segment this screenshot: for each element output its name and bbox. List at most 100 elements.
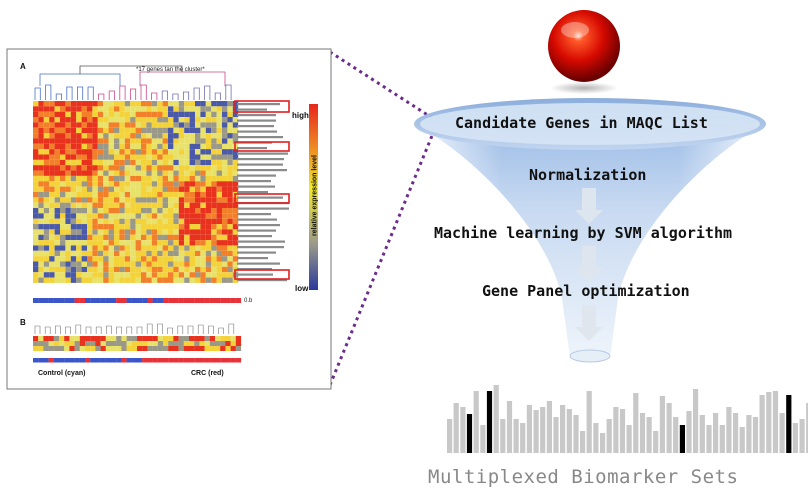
heatmap-cell [146,277,152,283]
heatmap-cell [168,175,174,182]
heatmap-cell [49,186,55,192]
heatmap-cell [114,256,120,262]
heatmap-cell [114,159,120,166]
panel-b-label: B [20,318,26,327]
heatmap-cell [54,277,60,283]
heatmap-cell [184,122,190,128]
heatmap-cell [108,208,114,214]
heatmap-cell [33,202,39,208]
heatmap-cell [211,117,217,123]
heatmap-cell [60,261,66,267]
heatmap-cell [211,111,217,118]
heatmap-cell [108,191,114,198]
heatmap-cell [87,272,93,278]
heatmap-cell [216,181,222,187]
heatmap-cell [130,154,136,160]
heatmap-cell [168,229,174,235]
heatmap-cell [81,186,87,192]
heatmap-cell [211,218,217,225]
heatmap-cell [87,138,93,144]
heatmap-cell [124,202,131,208]
heatmap-cell [60,234,66,241]
heatmap-cell [130,165,136,171]
heatmap-cell [141,240,147,246]
heatmap-cell [227,101,233,107]
heatmap-cell [141,202,147,208]
heatmap-cell [162,191,168,198]
heatmap-cell [195,272,201,278]
heatmap-cell [114,181,120,187]
heatmap-cell [65,261,71,267]
heatmap-cell [130,224,136,230]
heatmap-cell [87,170,93,176]
heatmap-cell [60,256,66,262]
heatmap-cell [124,240,131,246]
gene-label-line [237,185,275,188]
heatmap-cell [81,122,87,128]
funnel-step-svm: Machine learning by SVM algorithm [434,224,733,242]
heatmap-cell [130,170,136,176]
heatmap-cell [146,181,152,187]
heatmap-cell [162,149,168,155]
sphere-shadow [550,82,618,94]
heatmap-cell [189,261,195,267]
heatmap-cell [65,240,71,246]
heatmap-cell [146,106,152,112]
heatmap-cell [119,101,125,107]
heatmap-cell [49,181,55,187]
heatmap-cell [54,218,60,225]
heatmap-cell [103,186,109,192]
heatmap-cell [173,186,179,192]
heatmap-cell [222,229,228,235]
heatmap-cell [87,154,93,160]
heatmap-cell [81,191,87,198]
heatmap-cell [97,272,104,278]
heatmap-cell [178,218,185,225]
heatmap-cell [70,250,77,257]
heatmap-cell [92,256,98,262]
heatmap-cell [200,175,206,182]
heatmap-cell [92,272,98,278]
heatmap-cell [168,149,174,155]
heatmap-cell [103,261,109,267]
heatmap-cell [92,213,98,219]
heatmap-cell [54,234,60,241]
heatmap-cell [200,272,206,278]
heatmap-cell [76,175,82,182]
heatmap-cell [178,181,185,187]
heatmap-cell [49,218,55,225]
heatmap-cell [87,127,93,134]
heatmap-cell [60,154,66,160]
heatmap-cell [92,250,98,257]
heatmap-cell [130,218,136,225]
heatmap-cell [114,149,120,155]
heatmap-cell [60,101,66,107]
heatmap-cell [189,202,195,208]
heatmap-cell [114,191,120,198]
biomarker-bar [593,423,599,453]
heatmap-cell [76,138,82,144]
heatmap-cell [92,186,98,192]
heatmap-cell [227,213,233,219]
heatmap-cell [87,101,93,107]
sphere-highlight [561,22,589,38]
heatmap-cell [205,224,212,230]
heatmap-cell [76,224,82,230]
heatmap-cell [130,149,136,155]
biomarker-bar [613,407,619,453]
heatmap-cell [173,256,179,262]
heatmap-cell [81,127,87,134]
heatmap-cell [130,133,136,139]
heatmap-cell [205,266,212,273]
heatmap-cell [157,133,163,139]
heatmap-cell [146,159,152,166]
heatmap-cell [157,159,163,166]
heatmap-cell [189,159,195,166]
heatmap-cell [81,117,87,123]
heatmap-cell [146,240,152,246]
heatmap-cell [97,111,104,118]
heatmap-cell [216,191,222,198]
heatmap-cell [157,186,163,192]
heatmap-cell [76,133,82,139]
heatmap-cell [108,117,114,123]
